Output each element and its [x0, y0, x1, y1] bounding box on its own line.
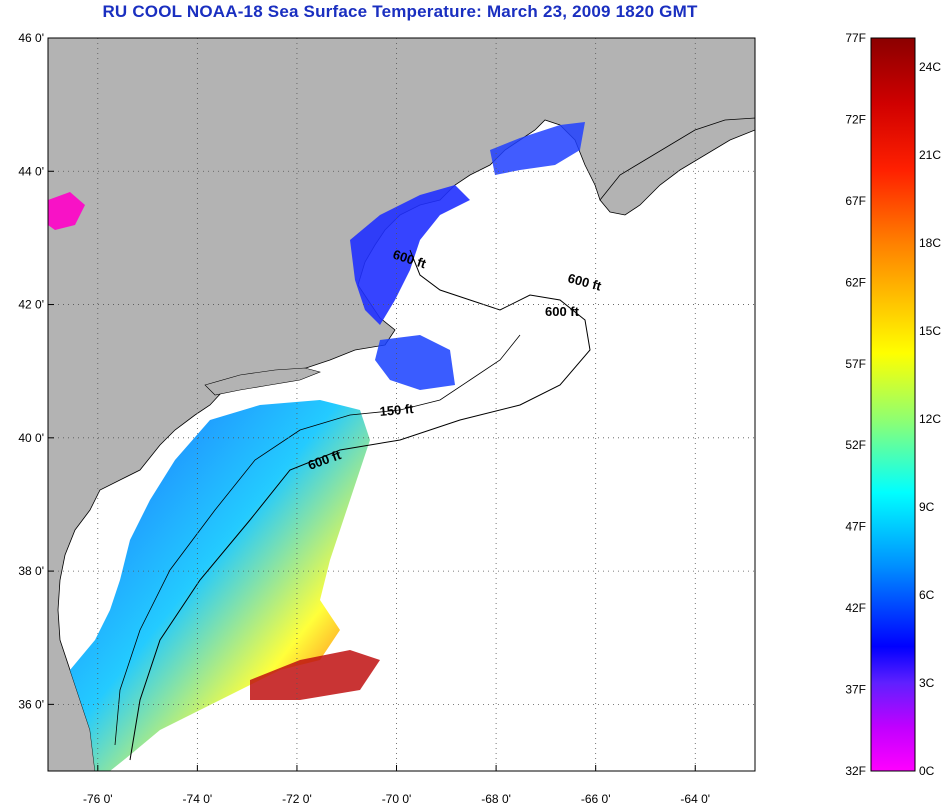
sst-scotian-shelf [490, 122, 585, 175]
map-frame [47, 37, 756, 772]
lon-tick-label: -64 0' [680, 792, 710, 806]
colorbar-labels: 77F 72F 67F 62F 57F 52F 47F 42F 37F 32F 24C 21C 18C 1… [845, 31, 941, 778]
lat-tick-label: 38 0' [18, 564, 44, 578]
colorbar-celsius-label: 0C [919, 764, 935, 778]
contour-label-4: 150 ft [379, 401, 415, 419]
axis-labels: 46 0' 44 0' 42 0' 40 0' 38 0' 36 0' -76 0' -74 … [18, 31, 710, 806]
lon-tick-label: -66 0' [581, 792, 611, 806]
contour-label-3: 600 ft [545, 304, 580, 319]
colorbar-fahrenheit-label: 32F [845, 764, 866, 778]
colorbar-fahrenheit-label: 42F [845, 601, 866, 615]
colorbar-fahrenheit-label: 47F [845, 520, 866, 534]
isobath-600ft [129, 249, 591, 761]
land-nova-scotia [599, 117, 756, 216]
colorbar-celsius-label: 24C [919, 60, 941, 74]
sst-warm-patch [48, 192, 85, 230]
lon-tick-label: -72 0' [282, 792, 312, 806]
lon-tick-label: -76 0' [83, 792, 113, 806]
lat-tick-label: 36 0' [18, 697, 44, 711]
lon-tick-label: -74 0' [183, 792, 213, 806]
lat-tick-label: 46 0' [18, 31, 44, 45]
colorbar-fahrenheit-label: 52F [845, 438, 866, 452]
colorbar-fahrenheit-label: 57F [845, 357, 866, 371]
colorbar-fahrenheit-label: 37F [845, 683, 866, 697]
lon-tick-label: -68 0' [481, 792, 511, 806]
sst-coverage-area [70, 400, 370, 771]
colorbar-celsius-label: 3C [919, 676, 935, 690]
sst-gulf-of-maine [350, 185, 470, 325]
colorbar-gradient [870, 37, 916, 772]
lon-tick-label: -70 0' [382, 792, 412, 806]
colorbar-fahrenheit-label: 62F [845, 275, 866, 289]
colorbar-celsius-label: 18C [919, 236, 941, 250]
colorbar-celsius-label: 12C [919, 412, 941, 426]
colorbar-celsius-label: 21C [919, 148, 941, 162]
colorbar-fahrenheit-label: 72F [845, 112, 866, 126]
lat-tick-label: 44 0' [18, 164, 44, 178]
lat-tick-label: 42 0' [18, 298, 44, 312]
sst-gulf-stream [250, 650, 380, 700]
colorbar-celsius-label: 9C [919, 500, 935, 514]
isobath-150ft [114, 334, 521, 746]
colorbar-celsius-label: 6C [919, 588, 935, 602]
map-title: RU COOL NOAA-18 Sea Surface Temperature:… [102, 2, 698, 21]
land-long-island [204, 367, 321, 396]
lat-tick-label: 40 0' [18, 431, 44, 445]
colorbar-celsius-label: 15C [919, 324, 941, 338]
colorbar-fahrenheit-label: 77F [845, 31, 866, 45]
colorbar-fahrenheit-label: 67F [845, 194, 866, 208]
sst-cape-cod [375, 335, 455, 390]
grid-lines [48, 37, 755, 771]
